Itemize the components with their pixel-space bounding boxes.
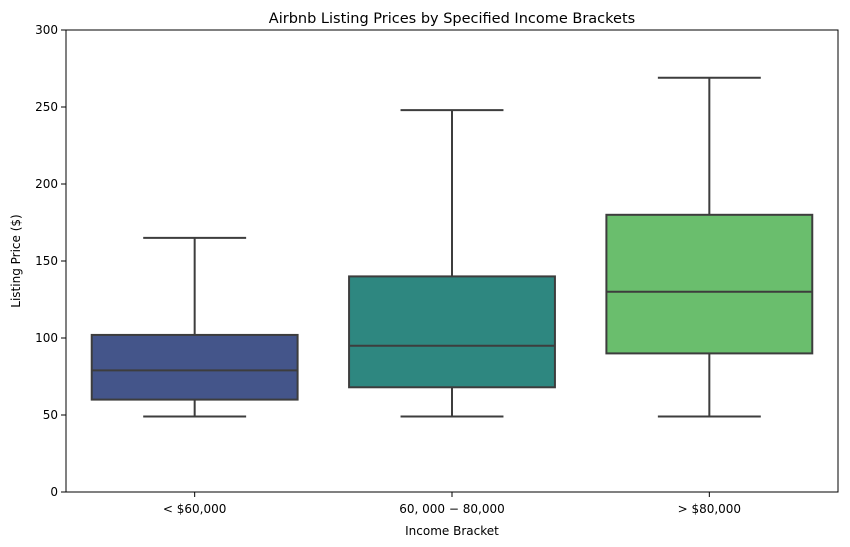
x-axis-label: Income Bracket	[405, 524, 499, 538]
y-tick-label: 100	[35, 331, 58, 345]
iqr-box	[90, 333, 299, 401]
y-tick-label: 300	[35, 23, 58, 37]
plot-marks	[90, 76, 814, 418]
y-tick-label: 250	[35, 100, 58, 114]
chart-title: Airbnb Listing Prices by Specified Incom…	[269, 11, 635, 27]
iqr-box	[605, 213, 814, 355]
plot-frame	[65, 29, 839, 493]
y-tick-label: 200	[35, 177, 58, 191]
x-tick-label: < $60,000	[163, 502, 227, 516]
x-tick-label: 60, 000 − 80,000	[399, 502, 504, 516]
box-group-3	[605, 76, 814, 418]
box-group-2	[348, 109, 556, 418]
y-tick-label: 0	[50, 485, 58, 499]
x-tick-label: > $80,000	[678, 502, 742, 516]
y-axis: 0 50 100 150 200 250 300	[35, 23, 66, 499]
iqr-box	[348, 275, 556, 389]
y-tick-label: 150	[35, 254, 58, 268]
y-axis-label: Listing Price ($)	[9, 214, 23, 307]
x-axis: < $60,000 60, 000 − 80,000 > $80,000	[163, 492, 741, 516]
box-group-1	[90, 236, 299, 418]
y-tick-label: 50	[43, 408, 58, 422]
